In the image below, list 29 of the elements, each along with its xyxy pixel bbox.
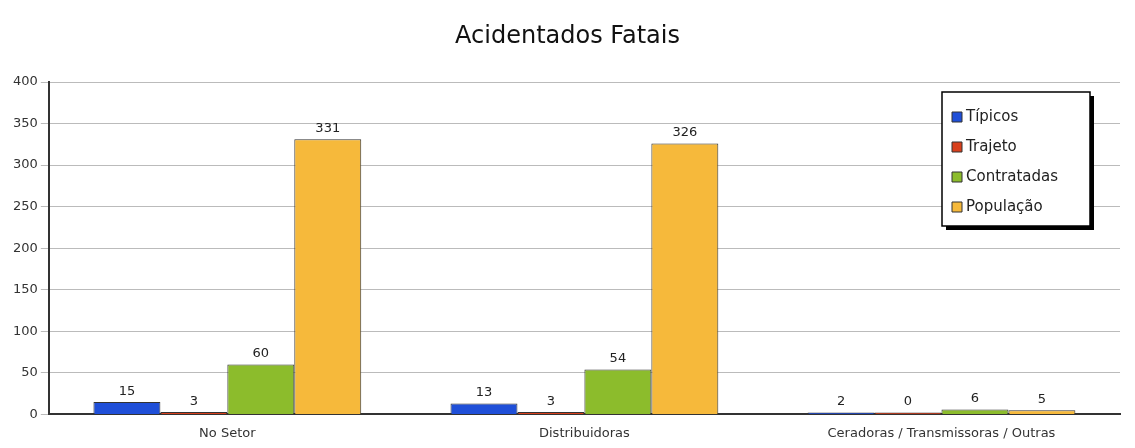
chart-title: Acidentados Fatais (454, 20, 681, 51)
y-tick-label: 200 (12, 239, 38, 255)
data-label: 54 (609, 350, 627, 366)
x-tick-label: Distribuidoras (538, 424, 631, 440)
y-tick-label: 0 (29, 405, 38, 421)
legend-label: População (966, 196, 1043, 215)
y-tick-label: 250 (12, 198, 38, 214)
data-label: 15 (118, 382, 136, 398)
y-tick-label: 100 (12, 322, 38, 338)
y-tick-label: 300 (12, 156, 38, 172)
data-label: 2 (836, 393, 846, 409)
data-label: 3 (546, 392, 556, 408)
data-label: 331 (315, 120, 341, 136)
data-label: 0 (903, 393, 913, 409)
data-label: 5 (1037, 391, 1047, 407)
data-label: 326 (672, 124, 698, 140)
legend-label: Trajeto (965, 136, 1017, 155)
data-label: 60 (252, 345, 270, 361)
x-tick-label: No Setor (199, 424, 257, 440)
data-label: 6 (970, 390, 980, 406)
y-tick-label: 350 (12, 114, 38, 130)
data-label: 13 (475, 384, 493, 400)
y-tick-label: 400 (12, 73, 38, 89)
x-tick-label: Ceradoras / Transmissoras / Outras (827, 424, 1056, 440)
legend-label: Típicos (965, 106, 1019, 125)
data-label: 3 (189, 392, 199, 408)
y-tick-label: 50 (21, 364, 38, 380)
y-tick-label: 150 (12, 281, 38, 297)
legend-label: Contratadas (966, 166, 1059, 185)
